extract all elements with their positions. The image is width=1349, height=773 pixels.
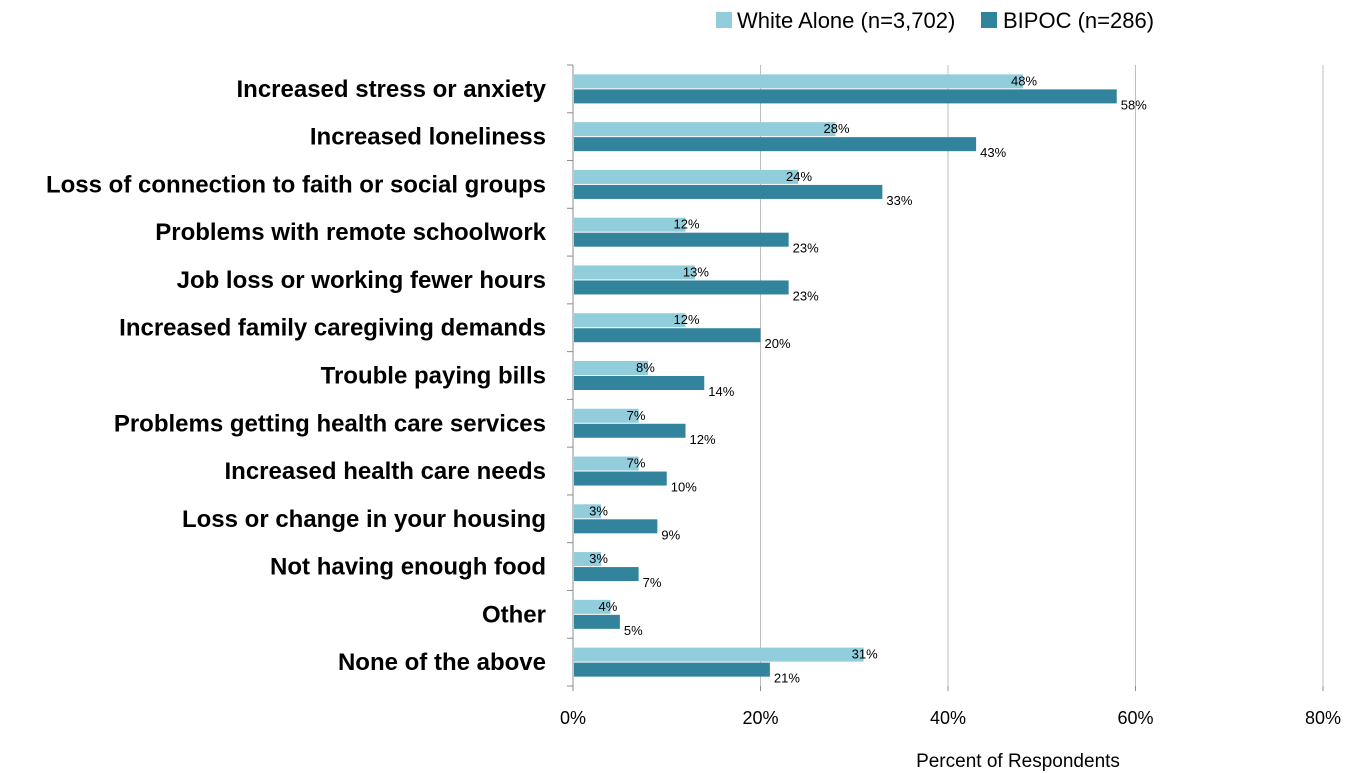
legend-label-bipoc: BIPOC (n=286) [1003,8,1154,33]
data-label-bipoc: 7% [643,575,662,590]
data-label-white-alone: 4% [599,599,618,614]
category-label: Increased family caregiving demands [119,315,546,342]
bar-bipoc [574,89,1117,104]
data-label-bipoc: 10% [671,480,697,495]
data-label-bipoc: 9% [661,527,680,542]
axes [567,64,1324,691]
data-label-white-alone: 3% [589,503,608,518]
legend-swatch-bipoc [981,12,997,28]
data-label-bipoc: 12% [690,432,716,447]
data-label-white-alone: 28% [824,121,850,136]
bar-bipoc [574,567,639,582]
bar-white-alone [574,74,1023,89]
bar-bipoc [574,280,789,295]
data-label-white-alone: 31% [852,647,878,662]
bar-bipoc [574,184,883,199]
bar-bipoc [574,471,667,486]
x-tick-label: 20% [742,708,778,728]
category-label: Increased loneliness [310,124,546,151]
legend-swatch-white-alone [716,12,732,28]
bar-bipoc [574,662,770,677]
data-label-bipoc: 5% [624,623,643,638]
bar-white-alone [574,504,602,519]
data-label-bipoc: 43% [980,145,1006,160]
x-tick-label: 60% [1117,708,1153,728]
data-label-bipoc: 23% [793,288,819,303]
x-tick-labels: 0% 20% 40% 60% 80% [560,708,1341,728]
gridlines [760,65,1324,686]
category-label: Problems getting health care services [114,410,546,437]
bar-white-alone [574,265,695,280]
bar-white-alone [574,122,836,137]
bar-bipoc [574,519,658,534]
bar-white-alone [574,408,639,423]
category-label: Increased stress or anxiety [236,76,546,103]
category-label: Increased health care needs [225,458,547,485]
bar-bipoc [574,376,705,390]
category-label: Loss of connection to faith or social gr… [46,171,546,198]
category-label: Loss or change in your housing [182,506,546,533]
category-label: Not having enough food [270,554,546,581]
bar-bipoc [574,423,686,438]
bar-bipoc [574,137,977,152]
category-labels: Increased stress or anxiety Increased lon… [46,76,547,676]
x-tick-label: 0% [560,708,586,728]
x-tick-label: 80% [1305,708,1341,728]
data-label-bipoc: 20% [765,336,791,351]
data-label-bipoc: 58% [1121,97,1147,112]
bar-white-alone [574,313,686,328]
bar-white-alone [574,552,602,567]
data-label-white-alone: 12% [674,312,700,327]
data-label-bipoc: 33% [886,193,912,208]
data-label-white-alone: 24% [786,169,812,184]
bar-white-alone [574,217,686,232]
legend-label-white-alone: White Alone (n=3,702) [737,8,955,33]
legend: White Alone (n=3,702) BIPOC (n=286) [716,8,1154,33]
bar-white-alone [574,599,611,614]
data-label-white-alone: 8% [636,360,655,375]
bar-white-alone [574,456,639,471]
bar-white-alone [574,169,798,184]
category-label: None of the above [338,649,546,676]
bar-bipoc [574,328,761,343]
x-axis-title: Percent of Respondents [916,751,1120,772]
data-label-white-alone: 12% [674,217,700,232]
bar-white-alone [574,361,648,375]
bar-white-alone [574,647,864,662]
category-label: Job loss or working fewer hours [177,267,546,294]
data-label-white-alone: 7% [627,456,646,471]
bar-bipoc [574,232,789,247]
x-tick-label: 40% [930,708,966,728]
data-label-white-alone: 13% [683,264,709,279]
data-label-bipoc: 23% [793,241,819,256]
category-label: Trouble paying bills [321,363,546,390]
data-label-white-alone: 48% [1011,73,1037,88]
bars [574,74,1117,677]
data-label-bipoc: 21% [774,671,800,686]
data-label-white-alone: 7% [627,408,646,423]
data-label-white-alone: 3% [589,551,608,566]
category-label: Other [482,601,546,628]
category-label: Problems with remote schoolwork [155,219,546,246]
bar-bipoc [574,614,620,629]
data-label-bipoc: 14% [708,384,734,399]
data-labels: 48% 58% 28% 43% 24% 33% 12% 23% 13% 23% 12% 20% 8% 14… [589,73,1147,685]
